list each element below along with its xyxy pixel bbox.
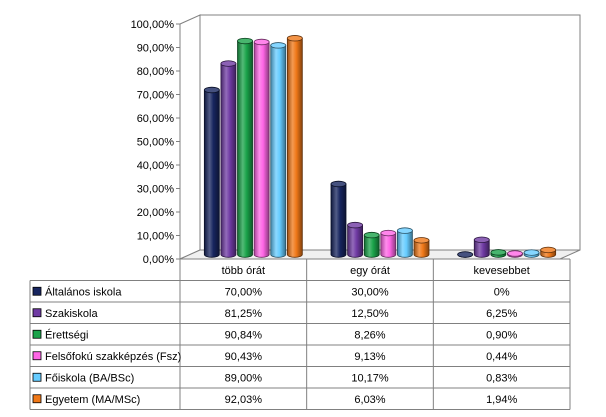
bar	[363, 231, 380, 258]
data-label: 0,90%	[486, 329, 517, 341]
data-label: 81,25%	[225, 308, 263, 320]
legend-entry: Felsőfokú szakképzés (Fsz)	[45, 351, 181, 363]
bar	[490, 249, 507, 258]
y-axis: 0,00% 10,00% 20,00% 30,00% 40,00% 50,00% 60,00…	[131, 19, 181, 266]
bar	[523, 249, 540, 258]
y-tick-label: 100,00%	[131, 19, 175, 31]
data-label: 70,00%	[225, 286, 263, 298]
bar	[473, 236, 490, 258]
data-label: 92,03%	[225, 394, 263, 406]
bars	[203, 35, 557, 258]
data-label: 10,17%	[351, 372, 389, 384]
bar	[380, 229, 397, 258]
legend-swatch	[32, 372, 42, 382]
data-label: 0,44%	[486, 351, 517, 363]
bar	[347, 221, 364, 258]
data-label: 6,25%	[486, 308, 517, 320]
legend-swatch	[32, 286, 42, 296]
bar	[253, 38, 270, 258]
bar	[286, 35, 303, 258]
side-wall	[179, 14, 201, 260]
legend-swatch	[32, 329, 42, 339]
y-tick-label: 20,00%	[137, 207, 175, 219]
bar	[396, 227, 413, 258]
data-label: 0,83%	[486, 372, 517, 384]
data-label: 30,00%	[351, 286, 389, 298]
y-tick-label: 70,00%	[137, 90, 175, 102]
bar	[330, 180, 347, 258]
data-table: több órát egy órát kevesebbet Általános isk…	[29, 258, 571, 410]
data-label: 0%	[494, 286, 510, 298]
bar	[540, 246, 557, 258]
legend-entry: Egyetem (MA/MSc)	[45, 394, 140, 406]
y-tick-label: 0,00%	[143, 254, 174, 266]
legend-entry: Főiskola (BA/BSc)	[45, 372, 134, 384]
data-label: 9,13%	[354, 351, 385, 363]
bar	[203, 86, 220, 258]
bar	[413, 237, 430, 258]
legend-entry: Érettségi	[45, 328, 88, 341]
y-tick-label: 60,00%	[137, 113, 175, 125]
x-tick-label: kevesebbet	[474, 265, 530, 277]
data-label: 12,50%	[351, 308, 389, 320]
y-tick-label: 10,00%	[137, 231, 175, 243]
legend-swatch	[32, 308, 42, 318]
y-tick-label: 50,00%	[137, 137, 175, 149]
y-tick-label: 40,00%	[137, 160, 175, 172]
data-label: 1,94%	[486, 394, 517, 406]
bar	[457, 251, 474, 258]
bar	[220, 60, 237, 258]
legend-entry: Általános iskola	[45, 285, 122, 298]
y-tick-label: 30,00%	[137, 184, 175, 196]
data-label: 90,84%	[225, 329, 263, 341]
bar	[270, 42, 287, 258]
data-label: 8,26%	[354, 329, 385, 341]
bar	[507, 250, 523, 258]
legend-entry: Szakiskola	[45, 308, 98, 320]
bar	[237, 37, 253, 258]
x-tick-label: több órát	[222, 265, 265, 277]
legend-swatch	[32, 351, 42, 361]
y-tick-label: 90,00%	[137, 43, 175, 55]
y-tick-label: 80,00%	[137, 66, 175, 78]
x-tick-label: egy órát	[350, 265, 390, 277]
data-label: 90,43%	[225, 351, 263, 363]
data-label: 89,00%	[225, 372, 263, 384]
legend-swatch	[32, 394, 42, 404]
data-label: 6,03%	[354, 394, 385, 406]
